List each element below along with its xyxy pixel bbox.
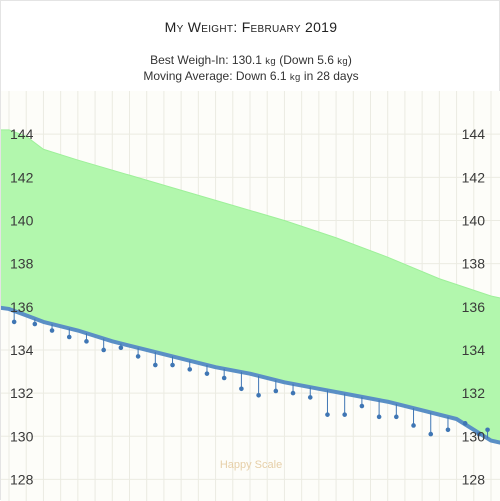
y-tick-label-left: 132 — [10, 385, 34, 401]
weigh-in-point — [187, 367, 193, 372]
weigh-in-point — [153, 362, 158, 368]
y-tick-label-right: 134 — [462, 342, 486, 358]
y-tick-label-right: 128 — [462, 471, 486, 487]
moving-average-period: in 28 days — [300, 69, 359, 83]
y-tick-label-left: 134 — [10, 342, 34, 358]
goal-band-edge — [1, 129, 500, 299]
weigh-in-point — [462, 421, 468, 426]
weigh-in-point — [101, 347, 106, 353]
weight-chart: 128 128 130 130 132 132 134 134 136 136 138 138 140 1… — [1, 91, 500, 501]
weigh-in-point — [445, 427, 451, 433]
weigh-in-point — [411, 423, 416, 428]
moving-average-text: Moving Average: Down 6.1 — [143, 69, 290, 83]
best-weigh-in-text: Best Weigh-In: 130.1 — [150, 53, 266, 67]
weight-unit: kg — [337, 56, 348, 67]
y-tick-label-left: 136 — [10, 299, 34, 315]
weigh-in-point — [273, 388, 279, 394]
weigh-in-point — [135, 354, 141, 359]
weigh-in-point — [394, 414, 399, 420]
weigh-in-point — [307, 395, 313, 400]
weigh-in-point — [485, 427, 490, 433]
weigh-in-point — [325, 412, 330, 417]
weigh-in-point — [118, 345, 124, 351]
weigh-in-point — [84, 339, 89, 344]
y-axis-labels: 128 128 130 130 132 132 134 134 136 136 138 138 140 1… — [10, 126, 485, 487]
goal-band-area — [1, 129, 500, 443]
chart-title: My Weight: February 2019 — [164, 19, 338, 35]
y-tick-label-left: 128 — [10, 471, 34, 487]
weigh-in-point — [11, 319, 17, 325]
y-tick-label-right: 144 — [462, 126, 486, 142]
moving-average-summary: Moving Average: Down 6.1 kg in 28 days — [1, 69, 500, 83]
weigh-in-point — [290, 390, 296, 396]
weigh-in-point — [428, 431, 434, 437]
y-tick-label-right: 136 — [462, 299, 486, 315]
y-tick-label-right: 130 — [462, 428, 486, 444]
weigh-in-point — [204, 371, 210, 376]
moving-average-series — [1, 305, 500, 445]
weight-unit: kg — [265, 56, 276, 67]
weigh-in-point — [476, 431, 482, 437]
y-tick-label-right: 132 — [462, 385, 486, 401]
goal-band — [1, 129, 500, 443]
best-weigh-in-close: ) — [347, 53, 352, 67]
weigh-in-point — [239, 386, 244, 392]
weight-unit: kg — [289, 72, 301, 83]
weigh-in-point — [342, 412, 347, 417]
weigh-in-point — [49, 328, 55, 333]
moving-average-line — [1, 305, 500, 445]
best-weigh-in-change: (Down 5.6 — [275, 53, 338, 67]
y-tick-label-left: 138 — [10, 256, 34, 272]
weigh-in-point — [66, 334, 72, 340]
y-tick-label-right: 140 — [462, 212, 486, 228]
y-tick-label-right: 138 — [462, 256, 486, 272]
best-weigh-in-summary: Best Weigh-In: 130.1 kg (Down 5.6 kg) — [1, 53, 500, 67]
y-tick-label-left: 142 — [10, 169, 34, 185]
y-tick-label-right: 142 — [462, 169, 486, 185]
weigh-in-point — [359, 403, 365, 409]
y-tick-label-left: 130 — [10, 428, 34, 444]
watermark-text: Happy Scale — [220, 459, 282, 471]
y-tick-label-left: 144 — [10, 126, 34, 142]
weigh-in-point — [376, 414, 382, 420]
weigh-in-point — [170, 362, 175, 368]
weigh-in-series — [11, 310, 490, 439]
y-tick-label-left: 140 — [10, 212, 34, 228]
weigh-in-point — [256, 392, 261, 398]
weigh-in-point — [32, 321, 38, 327]
weigh-in-point — [221, 375, 227, 381]
